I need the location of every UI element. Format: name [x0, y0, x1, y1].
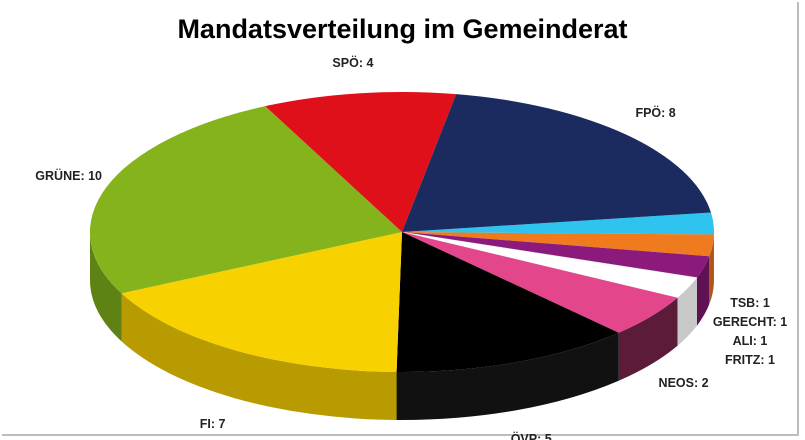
slice-side-ali — [697, 256, 710, 326]
slice-side-fi — [121, 293, 397, 420]
data-label-ali: ALI: 1 — [732, 334, 768, 348]
slice-spö — [265, 92, 457, 232]
slice-side-gerecht — [709, 234, 714, 305]
slice-side-fritz — [677, 277, 698, 346]
slice-fpö — [402, 94, 711, 232]
slice-övp — [396, 232, 619, 372]
data-label-fpö: FPÖ: 8 — [635, 106, 676, 121]
slice-side-neos — [618, 297, 678, 381]
slice-ali — [402, 232, 710, 278]
slice-side-grüne — [90, 232, 122, 342]
slice-grüne — [90, 106, 402, 294]
data-label-grüne: GRÜNE: 10 — [35, 169, 102, 184]
slice-fi — [121, 232, 402, 372]
chart-title: Mandatsverteilung im Gemeinderat — [177, 14, 628, 44]
slice-tsb — [402, 212, 714, 235]
data-label-neos: NEOS: 2 — [658, 375, 709, 390]
slice-side-övp — [396, 332, 619, 420]
slice-gerecht — [402, 232, 714, 257]
data-label-spö: SPÖ: 4 — [332, 55, 374, 70]
data-label-övp: ÖVP: 5 — [510, 431, 552, 440]
data-label-tsb: TSB: 1 — [730, 296, 770, 310]
data-label-gerecht: GERECHT: 1 — [712, 315, 788, 329]
data-label-fi: FI: 7 — [199, 417, 226, 432]
slice-fritz — [401, 231, 698, 298]
slice-neos — [402, 232, 678, 333]
chart-frame — [2, 2, 799, 436]
data-label-fritz: FRITZ: 1 — [725, 353, 775, 367]
